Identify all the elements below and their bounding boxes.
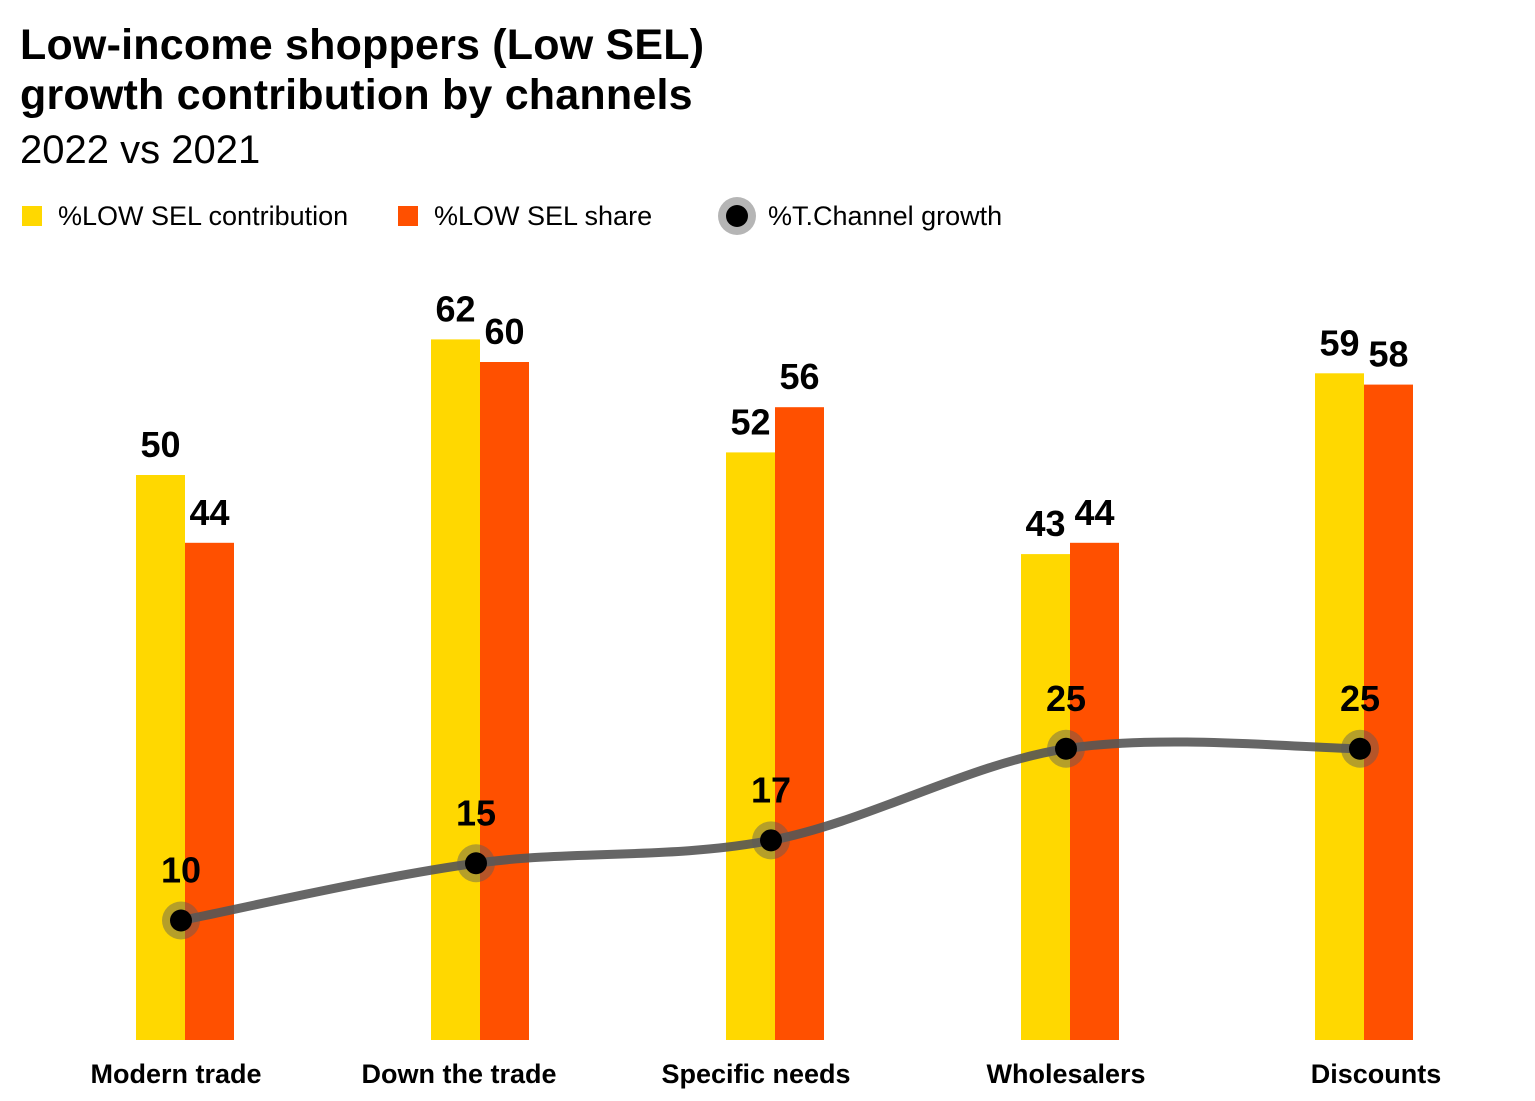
- legend-item-growth: %T.Channel growth: [718, 196, 1002, 236]
- bar-contribution-down-the-trade: [431, 339, 480, 1040]
- legend-item-share: %LOW SEL share: [398, 196, 652, 236]
- legend-label-share: %LOW SEL share: [434, 200, 653, 231]
- legend-item-contribution: %LOW SEL contribution: [22, 196, 348, 236]
- legend-label-growth: %T.Channel growth: [768, 200, 1003, 231]
- value-label-growth-specific-needs: 17: [751, 769, 791, 810]
- bars-group: [136, 339, 1413, 1041]
- category-label-down-the-trade: Down the trade: [361, 1059, 556, 1089]
- chart-title-line-2: growth contribution by channels: [20, 71, 693, 119]
- legend-label-contribution: %LOW SEL contribution: [58, 200, 349, 231]
- bar-contribution-specific-needs: [726, 452, 775, 1040]
- growth-point-modern-trade: [170, 909, 192, 932]
- bar-share-specific-needs: [775, 407, 824, 1040]
- legend-dot-growth-icon: [718, 197, 756, 235]
- value-label-share-discounts: 58: [1368, 334, 1408, 375]
- chart-subtitle: 2022 vs 2021: [20, 128, 261, 172]
- legend-swatch-share: [398, 206, 418, 226]
- bar-share-wholesalers: [1070, 542, 1119, 1040]
- value-label-share-modern-trade: 44: [189, 492, 229, 533]
- bar-contribution-modern-trade: [136, 475, 185, 1040]
- bar-contribution-discounts: [1315, 373, 1364, 1040]
- category-label-wholesalers: Wholesalers: [986, 1059, 1145, 1089]
- bar-share-discounts: [1364, 384, 1413, 1041]
- value-label-growth-discounts: 25: [1340, 678, 1380, 719]
- legend: %LOW SEL contribution %LOW SEL share %T.…: [22, 196, 1122, 236]
- growth-point-specific-needs: [760, 829, 782, 852]
- value-label-share-specific-needs: 56: [779, 356, 819, 397]
- bar-share-modern-trade: [185, 542, 234, 1040]
- value-label-share-wholesalers: 44: [1074, 492, 1114, 533]
- value-label-contribution-specific-needs: 52: [730, 401, 770, 442]
- value-label-growth-down-the-trade: 15: [456, 792, 496, 833]
- bar-contribution-wholesalers: [1021, 554, 1070, 1040]
- growth-point-down-the-trade: [465, 852, 487, 875]
- value-label-contribution-down-the-trade: 62: [435, 288, 475, 329]
- growth-point-discounts: [1349, 737, 1371, 760]
- value-label-growth-modern-trade: 10: [161, 850, 201, 891]
- legend-swatch-contribution: [22, 206, 42, 226]
- value-label-contribution-modern-trade: 50: [140, 424, 180, 465]
- bar-share-down-the-trade: [480, 362, 529, 1040]
- category-label-discounts: Discounts: [1311, 1059, 1442, 1089]
- category-label-modern-trade: Modern trade: [90, 1059, 261, 1089]
- category-label-specific-needs: Specific needs: [661, 1059, 850, 1089]
- value-label-share-down-the-trade: 60: [484, 311, 524, 352]
- value-label-contribution-wholesalers: 43: [1025, 503, 1065, 544]
- value-label-contribution-discounts: 59: [1319, 322, 1359, 363]
- chart-title: Low-income shoppers (Low SEL) growth con…: [20, 20, 704, 120]
- value-label-growth-wholesalers: 25: [1046, 678, 1086, 719]
- growth-point-wholesalers: [1055, 737, 1077, 760]
- chart-title-line-1: Low-income shoppers (Low SEL): [20, 21, 705, 69]
